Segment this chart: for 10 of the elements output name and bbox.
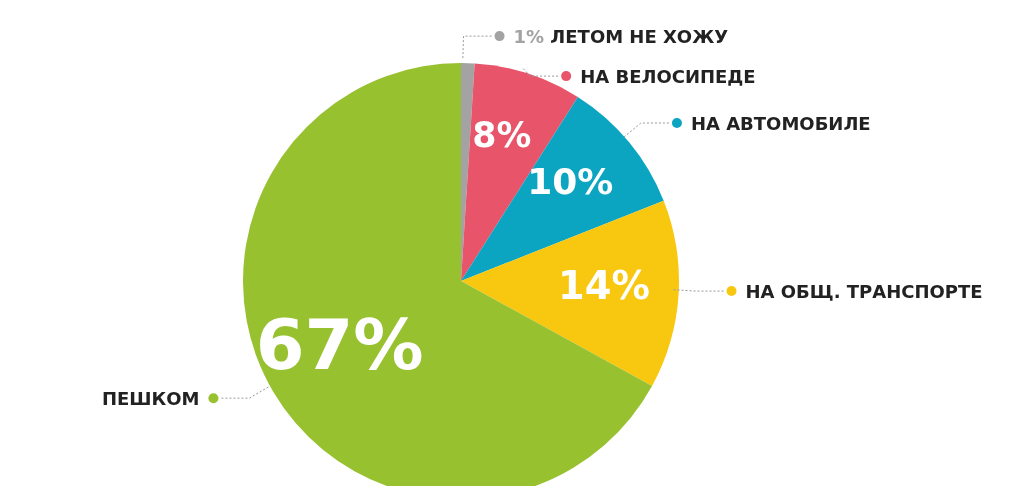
slice-label: ПЕШКОМ [101,387,200,409]
data-label: 1% [513,25,551,47]
data-label: 10% [527,161,614,203]
data-label: 14% [558,262,650,308]
legend-label: НА ВЕЛОСИПЕДЕ [580,65,756,87]
data-label: 8% [472,115,532,156]
legend-label: НА АВТОМОБИЛЕ [690,112,871,134]
legend-label: НА ОБЩ. ТРАНСПОРТЕ [745,280,983,302]
slice-label: ЛЕТОМ НЕ ХОЖУ [550,25,729,47]
data-label: 67% [255,303,424,386]
